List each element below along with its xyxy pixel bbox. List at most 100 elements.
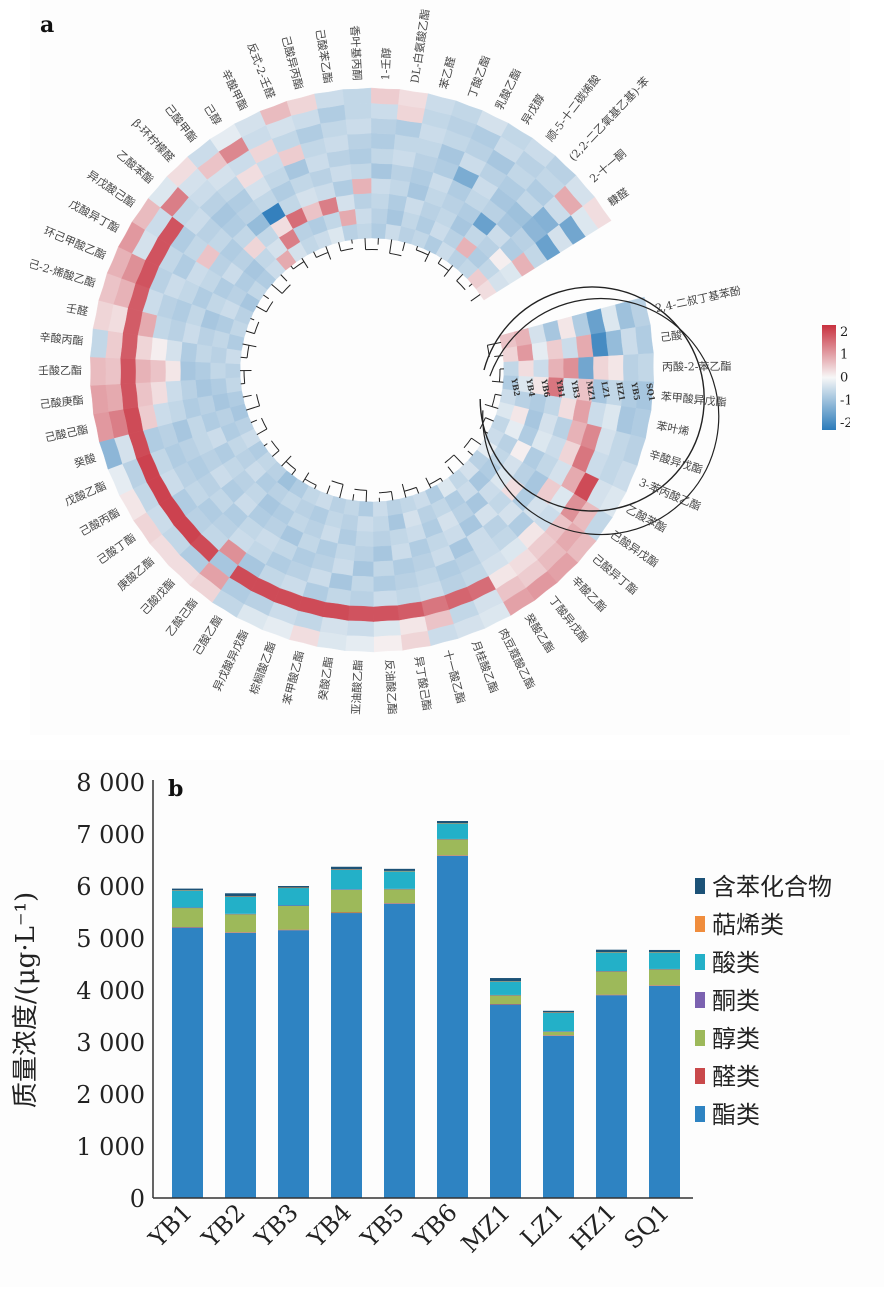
heatmap-cell xyxy=(372,208,388,224)
heatmap-cell xyxy=(105,331,122,359)
dendrogram-branch xyxy=(403,242,405,251)
heatmap-row-label: 己酸异丁酯 xyxy=(590,551,641,597)
dendrogram-join xyxy=(354,489,366,490)
heatmap-row-label: 苯甲酸乙酯 xyxy=(280,649,307,706)
heatmap-row-label: 乳酸乙酯 xyxy=(492,66,524,112)
heatmap-cell xyxy=(344,103,371,119)
y-tick-label: 2 000 xyxy=(76,1081,145,1109)
heatmap-row-label: β-环柠檬醛 xyxy=(130,116,178,165)
heatmap-row-label: 反式-2-壬醛 xyxy=(244,41,278,101)
circular-heatmap: a 2,4-二叔丁基苯酚己酸丙酸-2-苯乙酯苯甲酸异戊酯苯叶烯辛酸异戊酯3-苯丙… xyxy=(30,0,850,735)
heatmap-row-label: (2,2-二乙氧基乙基)-苯 xyxy=(566,74,652,164)
bar-segment xyxy=(225,897,256,914)
bar-segment xyxy=(437,823,468,824)
bar-segment xyxy=(543,1013,574,1032)
heatmap-cells xyxy=(90,88,653,652)
x-tick-label: HZ1 xyxy=(565,1198,622,1255)
dendrogram-join xyxy=(257,394,260,406)
bar-segment xyxy=(331,869,362,870)
heatmap-row-label: 己酸丁酯 xyxy=(94,530,138,567)
heatmap-cell xyxy=(504,361,519,376)
dendrogram-branch xyxy=(444,265,453,276)
bar-stack xyxy=(437,821,468,1198)
dendrogram-branch xyxy=(246,331,255,334)
heatmap-cell xyxy=(636,325,654,354)
y-tick-label: 1 000 xyxy=(76,1133,145,1161)
bar-segment xyxy=(596,971,627,994)
heatmap-row-label: 壬醛 xyxy=(65,301,89,319)
heatmap-cell xyxy=(135,335,152,360)
x-tick-label: YB2 xyxy=(196,1198,251,1253)
heatmap-row-label: 十一酸乙酯 xyxy=(441,648,469,705)
bar-segment xyxy=(596,952,627,971)
bar-segment xyxy=(490,981,521,982)
heatmap-cell xyxy=(534,360,549,378)
bar-segment xyxy=(172,890,203,907)
dendrogram-branch xyxy=(251,420,257,423)
heatmap-row-label: 异丁酸己酯 xyxy=(412,655,435,712)
heatmap-cell xyxy=(210,346,226,363)
dendrogram-join xyxy=(316,252,328,257)
heatmap-cell xyxy=(345,636,374,652)
dendrogram-branch xyxy=(454,455,464,465)
heatmap-cell xyxy=(371,88,400,104)
heatmap-cell xyxy=(371,118,397,134)
colorbar-tick-label: -1 xyxy=(840,393,850,408)
heatmap-row-label: 香叶基丙酮 xyxy=(348,25,364,81)
heatmap-cell xyxy=(195,362,210,380)
heatmap-cell xyxy=(349,148,372,164)
heatmap-cell xyxy=(90,357,105,386)
bar-segment xyxy=(225,914,256,932)
colorbar-tick-label: 0 xyxy=(840,371,848,386)
dendrogram-branch xyxy=(281,275,287,282)
x-tick-label: YB6 xyxy=(408,1198,463,1253)
heatmap-row-label: 戊酸乙酯 xyxy=(63,478,109,508)
bar-segment xyxy=(172,927,203,928)
bar-segment xyxy=(543,1032,574,1036)
heatmap-row-label: 月桂酸乙酯 xyxy=(469,638,502,694)
x-tick-label: YB3 xyxy=(249,1198,304,1253)
bar-segment xyxy=(490,1005,521,1198)
heatmap-row-label: 肉豆蔻酸乙酯 xyxy=(496,626,538,691)
dendrogram-branch xyxy=(448,467,454,474)
heatmap-row-label: 1-壬醇 xyxy=(378,47,394,80)
panel-letter-a: a xyxy=(40,12,54,38)
dendrogram-join xyxy=(404,487,416,491)
heatmap-cell xyxy=(593,356,608,380)
heatmap-cell xyxy=(165,360,180,381)
bar-segment xyxy=(437,823,468,839)
heatmap-row-label: DL-白氨酸乙酯 xyxy=(407,8,432,84)
heatmap-row-label: 己酸己酯 xyxy=(43,422,89,445)
heatmap-cell xyxy=(165,381,182,403)
bar-segment xyxy=(543,1011,574,1013)
heatmap-cell xyxy=(225,363,240,378)
bar-segment xyxy=(331,913,362,914)
legend-label: 醇类 xyxy=(712,1025,760,1053)
heatmap-row-label: 己酸乙酯 xyxy=(190,613,225,658)
bar-stack xyxy=(278,886,309,1198)
heatmap-row-label: 环己甲酸乙酯 xyxy=(42,223,108,262)
dendrogram-branch xyxy=(390,239,392,253)
y-tick-label: 7 000 xyxy=(76,821,145,849)
bar-segment xyxy=(437,821,468,823)
dendrogram-branch xyxy=(263,295,268,299)
bar-segment xyxy=(649,952,680,953)
dendrogram-join xyxy=(271,441,279,451)
heatmap-cell xyxy=(623,354,638,381)
dendrogram-branch xyxy=(416,246,417,250)
heatmap-row-label: 乙酸己酯 xyxy=(163,595,201,638)
bar-segment xyxy=(490,978,521,981)
heatmap-cell xyxy=(638,353,653,382)
heatmap-row-label: 己酸甲酯 xyxy=(162,102,200,145)
x-tick-label: YB5 xyxy=(355,1198,410,1253)
colorbar-tick-label: -2 xyxy=(840,416,850,431)
legend-swatch xyxy=(695,992,705,1008)
y-axis-title: 质量浓度/(μg·L⁻¹) xyxy=(11,892,41,1108)
dendrogram-branch xyxy=(366,490,367,501)
bar-segment xyxy=(331,889,362,890)
bar-segment xyxy=(278,906,309,907)
heatmap-row-label: 乙酸苯酯 xyxy=(114,147,157,186)
